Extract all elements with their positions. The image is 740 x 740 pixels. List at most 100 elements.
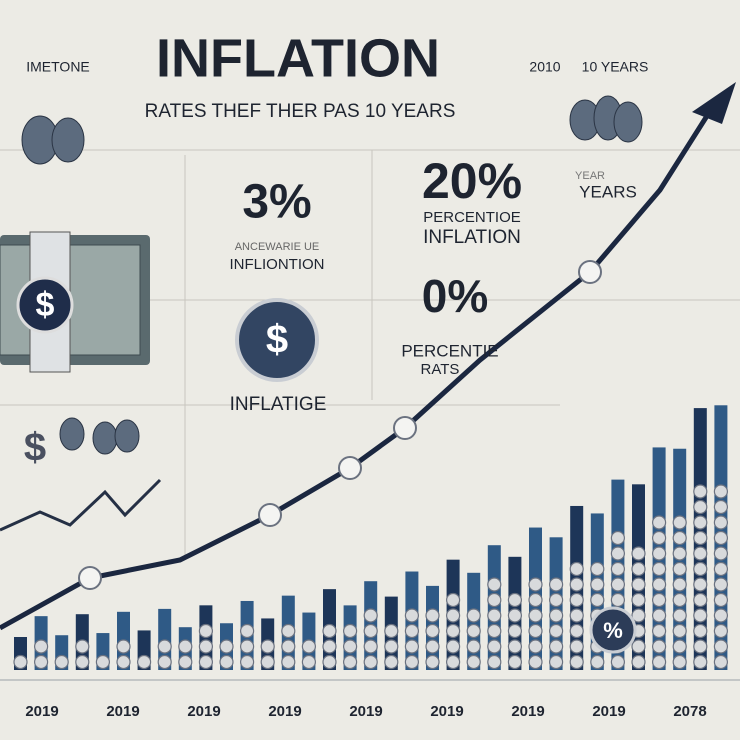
coin bbox=[693, 561, 708, 577]
x-label: 2019 bbox=[349, 703, 382, 720]
trend-dots bbox=[78, 260, 602, 590]
trend-arrow bbox=[692, 82, 736, 124]
bar bbox=[487, 545, 501, 670]
coin bbox=[713, 592, 729, 608]
coin bbox=[446, 592, 461, 608]
coin bbox=[693, 639, 708, 654]
coin bbox=[343, 623, 358, 639]
coin bbox=[590, 561, 605, 577]
coin bbox=[590, 592, 605, 608]
x-label: 2019 bbox=[268, 703, 301, 720]
coin bbox=[219, 654, 234, 670]
coin bbox=[569, 608, 584, 623]
callout-label: INFLIONTION bbox=[229, 256, 324, 273]
coin bbox=[219, 639, 234, 654]
coin bbox=[528, 654, 543, 670]
coin bbox=[487, 623, 502, 639]
coin bbox=[651, 546, 667, 561]
coin bbox=[404, 654, 419, 670]
coin bbox=[198, 654, 213, 670]
coin bbox=[198, 623, 213, 639]
coin bbox=[281, 654, 296, 670]
x-label: 2019 bbox=[430, 703, 463, 720]
callout-label: RATS bbox=[421, 361, 460, 378]
coin bbox=[487, 592, 502, 608]
coin bbox=[610, 654, 626, 670]
coin bbox=[116, 654, 131, 670]
coin bbox=[322, 654, 337, 670]
coin bbox=[610, 546, 626, 561]
coin bbox=[651, 515, 667, 530]
left-tag: IMETONE bbox=[26, 59, 90, 75]
coin bbox=[713, 546, 729, 561]
coins bbox=[13, 484, 729, 670]
coin bbox=[33, 654, 49, 670]
coin bbox=[631, 561, 646, 577]
coin bbox=[631, 577, 646, 592]
coin bbox=[404, 639, 419, 654]
coin bbox=[363, 654, 378, 670]
coin bbox=[713, 499, 729, 515]
coin bbox=[693, 654, 708, 670]
coin bbox=[322, 639, 337, 654]
coin bbox=[713, 623, 729, 639]
coin bbox=[487, 608, 502, 623]
coin bbox=[425, 654, 440, 670]
coin bbox=[548, 608, 564, 623]
x-label: 2019 bbox=[25, 703, 58, 720]
coin bbox=[178, 654, 193, 670]
coin bbox=[425, 639, 440, 654]
coin bbox=[33, 639, 49, 654]
coin bbox=[75, 654, 90, 670]
right-year: 2010 bbox=[529, 59, 560, 75]
coin bbox=[651, 577, 667, 592]
coin bbox=[240, 654, 255, 670]
coin bbox=[240, 639, 255, 654]
coin bbox=[548, 639, 564, 654]
coin bbox=[590, 577, 605, 592]
coin bbox=[693, 577, 708, 592]
callout-value: 3% bbox=[242, 176, 311, 229]
coin bbox=[672, 530, 687, 546]
coin bbox=[343, 654, 358, 670]
coin bbox=[651, 530, 667, 546]
coin bbox=[672, 561, 687, 577]
coin bbox=[528, 608, 543, 623]
coin bbox=[507, 592, 523, 608]
right-span: 10 YEARS bbox=[582, 59, 649, 75]
coin bbox=[446, 639, 461, 654]
callout-value: 0% bbox=[422, 270, 488, 322]
side-label: YEAR bbox=[575, 170, 605, 182]
x-label: 2078 bbox=[673, 703, 706, 720]
callout-label: INFLATION bbox=[423, 227, 521, 248]
coin bbox=[446, 623, 461, 639]
x-label: 2019 bbox=[106, 703, 139, 720]
side-label: YEARS bbox=[579, 182, 637, 201]
coin bbox=[693, 592, 708, 608]
callout-caption: PERCENTIE bbox=[401, 341, 498, 360]
coin bbox=[672, 515, 687, 530]
coin bbox=[507, 639, 523, 654]
coin bbox=[363, 639, 378, 654]
coin bbox=[693, 515, 708, 530]
coin bbox=[672, 623, 687, 639]
coin bbox=[693, 499, 708, 515]
coin bbox=[548, 654, 564, 670]
coin bbox=[157, 654, 172, 670]
callout-value: 20% bbox=[422, 153, 522, 209]
coin bbox=[363, 623, 378, 639]
coin bbox=[301, 654, 316, 670]
coin bbox=[404, 623, 419, 639]
coin bbox=[404, 608, 419, 623]
coin bbox=[548, 577, 564, 592]
coin bbox=[116, 639, 131, 654]
coin bbox=[713, 561, 729, 577]
coin bbox=[713, 639, 729, 654]
coin bbox=[343, 639, 358, 654]
coin bbox=[610, 592, 626, 608]
coin bbox=[260, 654, 275, 670]
coin bbox=[260, 639, 275, 654]
coin bbox=[631, 639, 646, 654]
coin bbox=[713, 577, 729, 592]
